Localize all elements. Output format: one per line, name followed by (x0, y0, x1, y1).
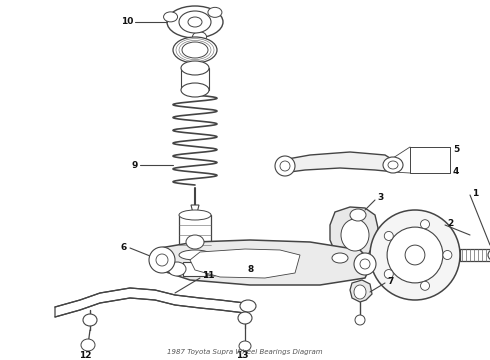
Ellipse shape (238, 312, 252, 324)
Text: 13: 13 (236, 351, 248, 360)
Ellipse shape (384, 270, 393, 279)
Ellipse shape (181, 83, 209, 97)
Ellipse shape (193, 32, 206, 42)
Ellipse shape (173, 37, 217, 63)
Ellipse shape (239, 341, 251, 351)
Ellipse shape (488, 249, 490, 261)
Ellipse shape (179, 250, 211, 260)
Polygon shape (282, 152, 398, 173)
Ellipse shape (81, 339, 95, 351)
Bar (179, 215, 211, 255)
Ellipse shape (405, 245, 425, 265)
Polygon shape (191, 205, 199, 215)
Text: 9: 9 (132, 161, 138, 170)
Ellipse shape (208, 7, 222, 17)
Ellipse shape (350, 209, 366, 221)
Text: 1987 Toyota Supra Wheel Bearings Diagram: 1987 Toyota Supra Wheel Bearings Diagram (167, 349, 323, 355)
Bar (183, 262, 207, 276)
Ellipse shape (383, 157, 403, 173)
Ellipse shape (354, 285, 366, 299)
Text: 1: 1 (472, 189, 478, 198)
Ellipse shape (354, 253, 376, 275)
Ellipse shape (164, 12, 177, 22)
Polygon shape (55, 288, 245, 317)
Ellipse shape (182, 42, 208, 58)
Ellipse shape (355, 315, 365, 325)
Text: 7: 7 (387, 276, 393, 285)
Text: 5: 5 (453, 144, 459, 153)
Ellipse shape (167, 6, 223, 38)
Polygon shape (330, 207, 378, 262)
Ellipse shape (275, 156, 295, 176)
Ellipse shape (420, 220, 430, 229)
Polygon shape (155, 240, 372, 285)
Ellipse shape (388, 161, 398, 169)
Ellipse shape (332, 253, 348, 263)
Polygon shape (190, 249, 300, 278)
Ellipse shape (420, 281, 430, 290)
Ellipse shape (156, 254, 168, 266)
Ellipse shape (370, 210, 460, 300)
Text: 12: 12 (79, 351, 91, 360)
Text: 11: 11 (202, 271, 215, 280)
Bar (460, 249, 490, 261)
Bar (181, 68, 209, 90)
Text: 10: 10 (121, 18, 133, 27)
Ellipse shape (179, 210, 211, 220)
Ellipse shape (83, 314, 97, 326)
Ellipse shape (360, 259, 370, 269)
Ellipse shape (179, 11, 211, 33)
Ellipse shape (280, 161, 290, 171)
Text: 3: 3 (377, 194, 383, 202)
Text: 6: 6 (121, 243, 127, 252)
Ellipse shape (240, 300, 256, 312)
Ellipse shape (384, 231, 393, 240)
Text: 8: 8 (247, 265, 253, 274)
Polygon shape (350, 280, 372, 302)
Ellipse shape (188, 17, 202, 27)
Ellipse shape (443, 251, 452, 260)
Ellipse shape (387, 227, 443, 283)
Ellipse shape (181, 61, 209, 75)
Text: 4: 4 (453, 166, 460, 175)
Text: 2: 2 (447, 219, 453, 228)
Ellipse shape (168, 262, 186, 276)
Ellipse shape (204, 262, 222, 276)
Ellipse shape (186, 235, 204, 249)
Ellipse shape (341, 219, 369, 251)
Ellipse shape (149, 247, 175, 273)
